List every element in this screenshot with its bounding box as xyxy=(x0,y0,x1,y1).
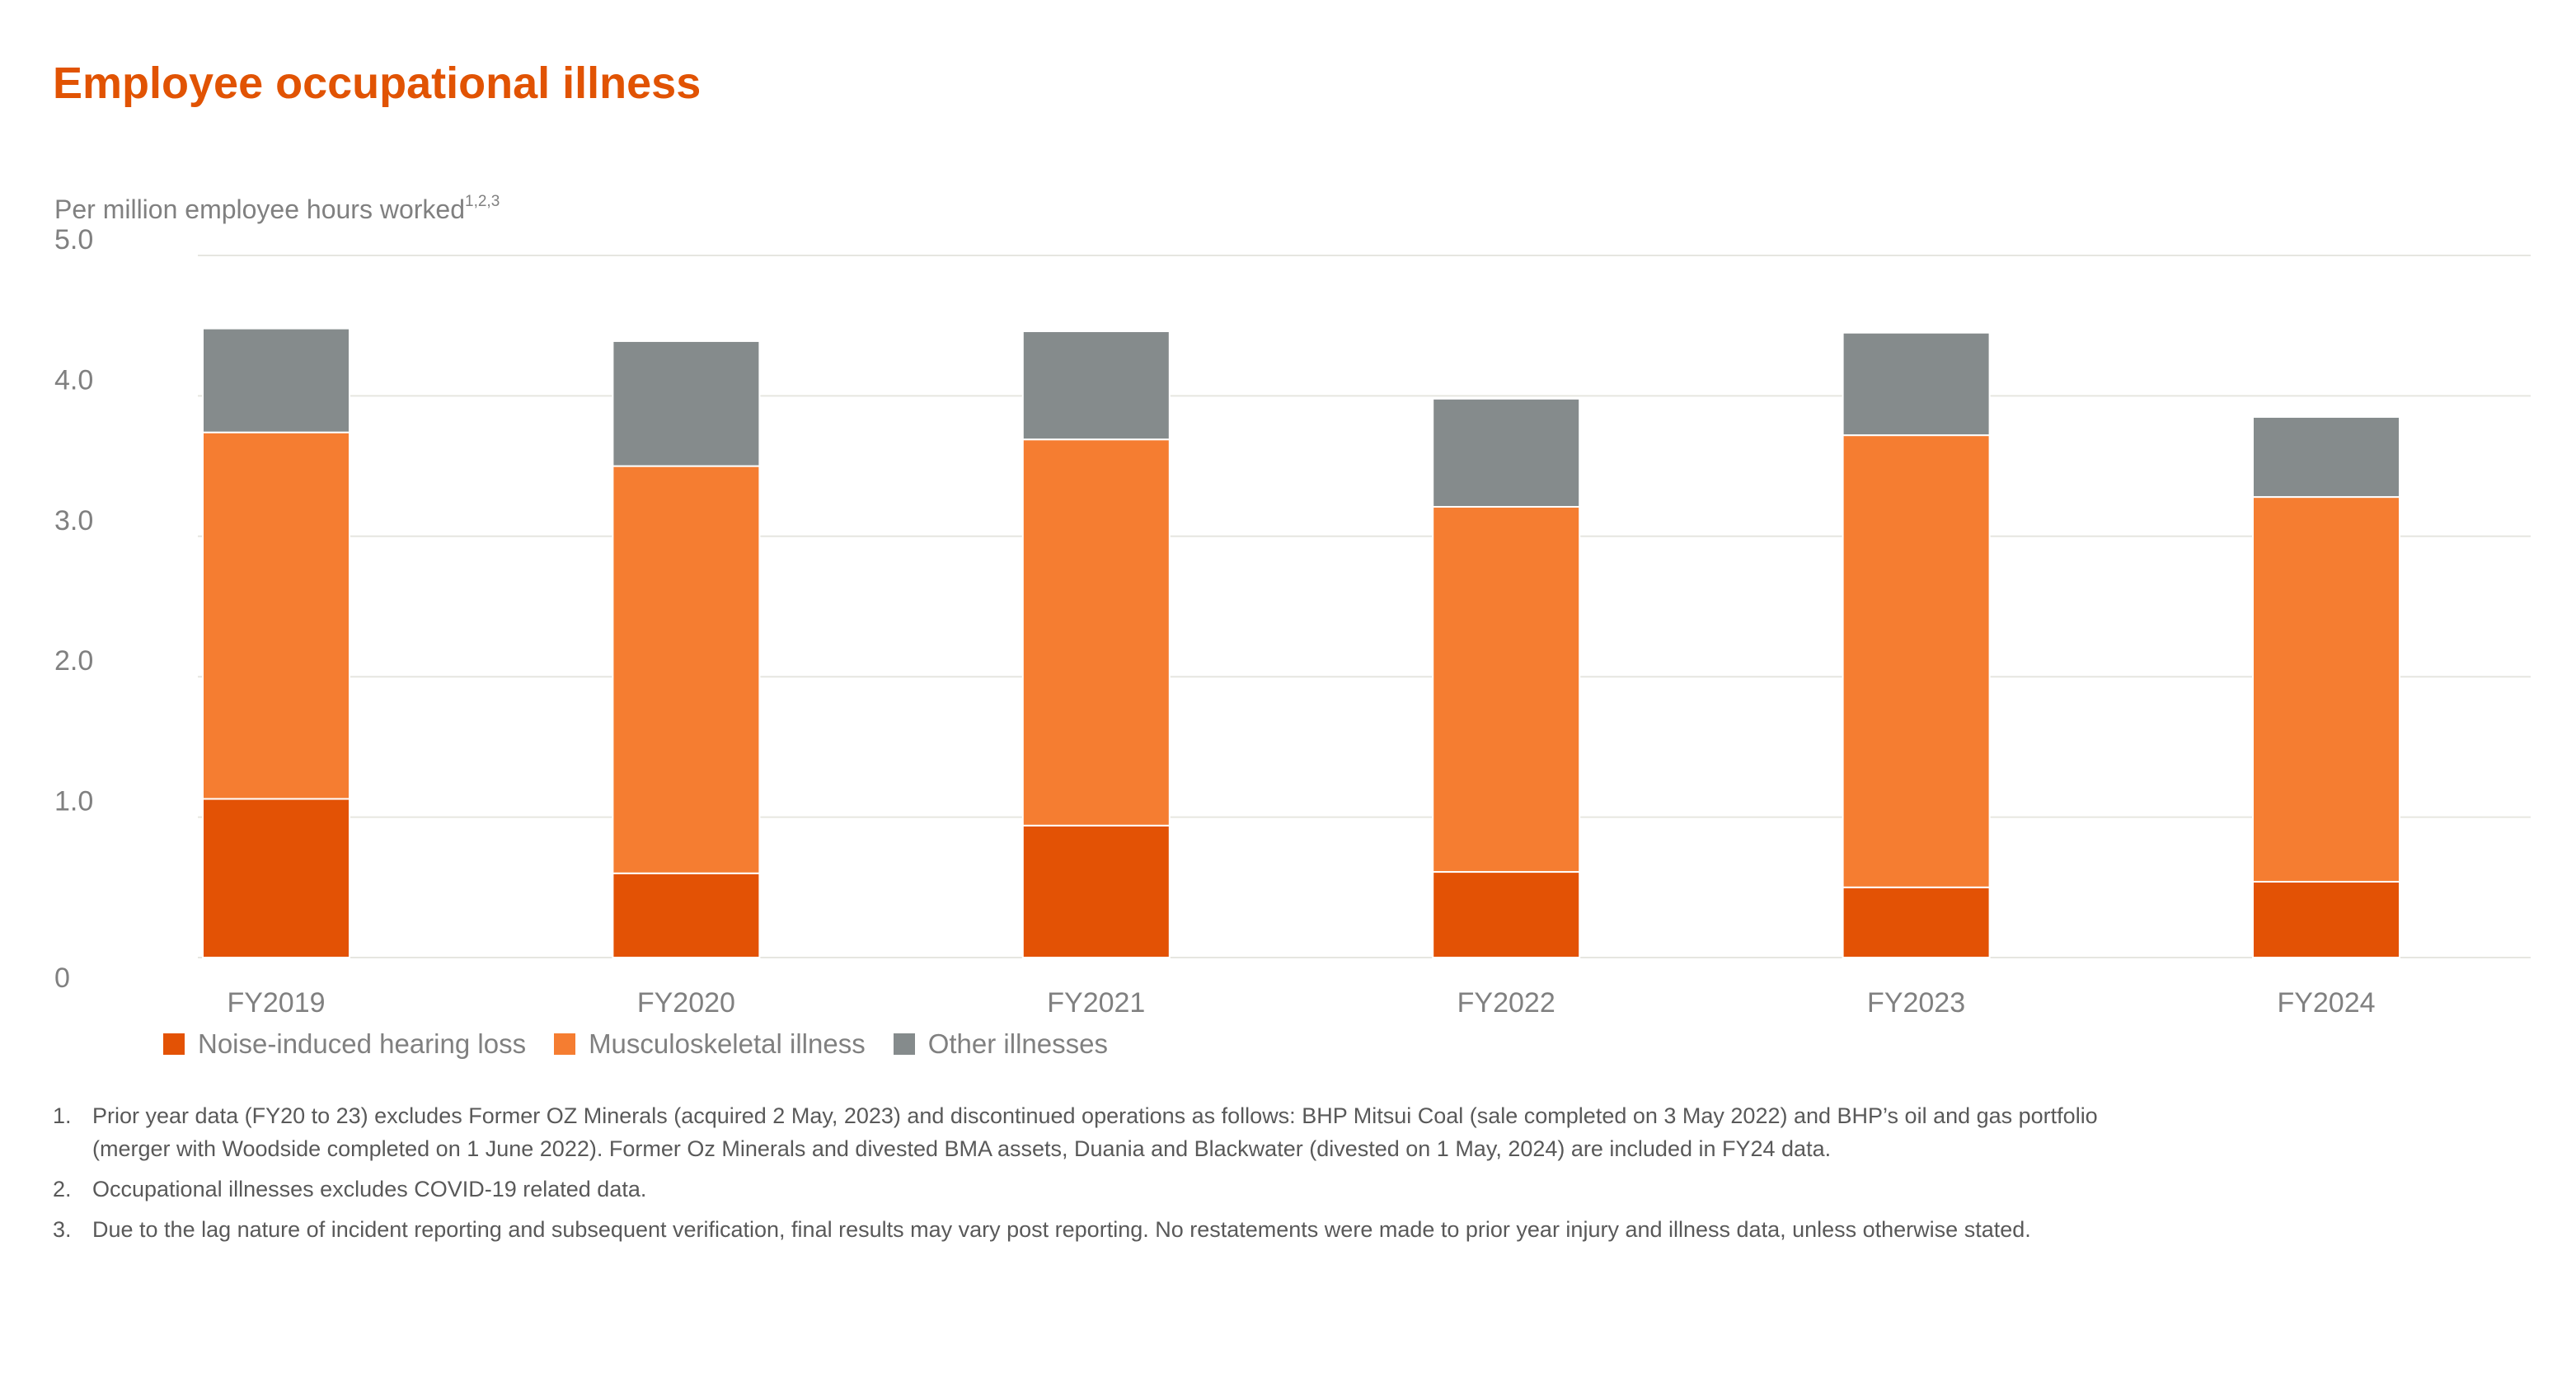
bar-segment-noise-induced-hearing-loss xyxy=(612,872,761,959)
bar-segment-musculoskeletal-illness xyxy=(1842,434,1991,888)
bar-segment-other-illnesses xyxy=(202,327,350,433)
x-tick-label: FY2024 xyxy=(2277,987,2375,1019)
legend-item-noise-induced-hearing-loss: Noise-induced hearing loss xyxy=(163,1028,526,1060)
footnote-2: 2. Occupational illnesses excludes COVID… xyxy=(53,1173,2278,1206)
footnotes: 1. Prior year data (FY20 to 23) excludes… xyxy=(53,1099,2278,1253)
subtitle-footnote-refs: 1,2,3 xyxy=(465,193,500,210)
bar-segment-other-illnesses xyxy=(1021,330,1171,441)
legend-item-musculoskeletal-illness: Musculoskeletal illness xyxy=(554,1028,866,1060)
footnote-line: Due to the lag nature of incident report… xyxy=(92,1217,2031,1242)
footnote-text: Due to the lag nature of incident report… xyxy=(92,1213,2278,1246)
footnote-number: 3. xyxy=(53,1217,72,1242)
chart-legend: Noise-induced hearing loss Musculoskelet… xyxy=(163,1028,1136,1060)
footnote-number: 1. xyxy=(53,1103,72,1128)
footnote-line: Occupational illnesses excludes COVID-19… xyxy=(92,1177,647,1201)
bar-segment-other-illnesses xyxy=(612,340,761,467)
x-tick-label: FY2020 xyxy=(637,987,735,1019)
legend-swatch-musculoskeletal-illness xyxy=(554,1033,576,1055)
x-tick-label: FY2019 xyxy=(227,987,325,1019)
y-tick-label: 5.0 xyxy=(54,224,93,255)
bar-segment-musculoskeletal-illness xyxy=(202,431,350,800)
bar-segment-musculoskeletal-illness xyxy=(1021,438,1171,827)
footnote-number: 2. xyxy=(53,1177,72,1201)
bar-segment-musculoskeletal-illness xyxy=(1432,506,1581,873)
footnote-text: Prior year data (FY20 to 23) excludes Fo… xyxy=(92,1099,2278,1165)
chart-title: Employee occupational illness xyxy=(53,59,701,108)
legend-label-other-illnesses: Other illnesses xyxy=(927,1028,1108,1059)
chart-subtitle: Per million employee hours worked1,2,3 xyxy=(54,193,500,225)
legend-item-other-illnesses: Other illnesses xyxy=(893,1028,1108,1060)
footnote-line: (merger with Woodside completed on 1 Jun… xyxy=(92,1136,1832,1161)
bar-segment-musculoskeletal-illness xyxy=(612,465,761,874)
bar-segment-noise-induced-hearing-loss xyxy=(202,798,350,958)
bar-segment-noise-induced-hearing-loss xyxy=(1021,824,1171,958)
x-tick-label: FY2021 xyxy=(1047,987,1145,1019)
footnote-text: Occupational illnesses excludes COVID-19… xyxy=(92,1173,2278,1206)
y-tick-label: 4.0 xyxy=(54,364,93,396)
bar-segment-musculoskeletal-illness xyxy=(2252,496,2400,883)
footnote-3: 3. Due to the lag nature of incident rep… xyxy=(53,1213,2278,1246)
footnote-line: Prior year data (FY20 to 23) excludes Fo… xyxy=(92,1103,2098,1128)
bar-segment-other-illnesses xyxy=(1432,397,1581,508)
legend-label-musculoskeletal-illness: Musculoskeletal illness xyxy=(589,1028,866,1059)
legend-swatch-other-illnesses xyxy=(893,1033,915,1055)
legend-swatch-noise-induced-hearing-loss xyxy=(163,1033,185,1055)
y-tick-label: 0 xyxy=(54,962,70,994)
bar-segment-other-illnesses xyxy=(2252,415,2400,499)
bar-segment-noise-induced-hearing-loss xyxy=(1432,871,1581,959)
x-tick-label: FY2023 xyxy=(1867,987,1965,1019)
bar-segment-other-illnesses xyxy=(1842,331,1991,437)
y-tick-label: 1.0 xyxy=(54,786,93,817)
y-tick-label: 3.0 xyxy=(54,505,93,536)
bar-segment-noise-induced-hearing-loss xyxy=(1842,886,1991,959)
bar-segment-noise-induced-hearing-loss xyxy=(2252,880,2400,959)
subtitle-text: Per million employee hours worked xyxy=(54,194,465,224)
footnote-1: 1. Prior year data (FY20 to 23) excludes… xyxy=(53,1099,2278,1165)
x-tick-label: FY2022 xyxy=(1457,987,1555,1019)
y-tick-label: 2.0 xyxy=(54,645,93,677)
legend-label-noise-induced-hearing-loss: Noise-induced hearing loss xyxy=(198,1028,527,1059)
